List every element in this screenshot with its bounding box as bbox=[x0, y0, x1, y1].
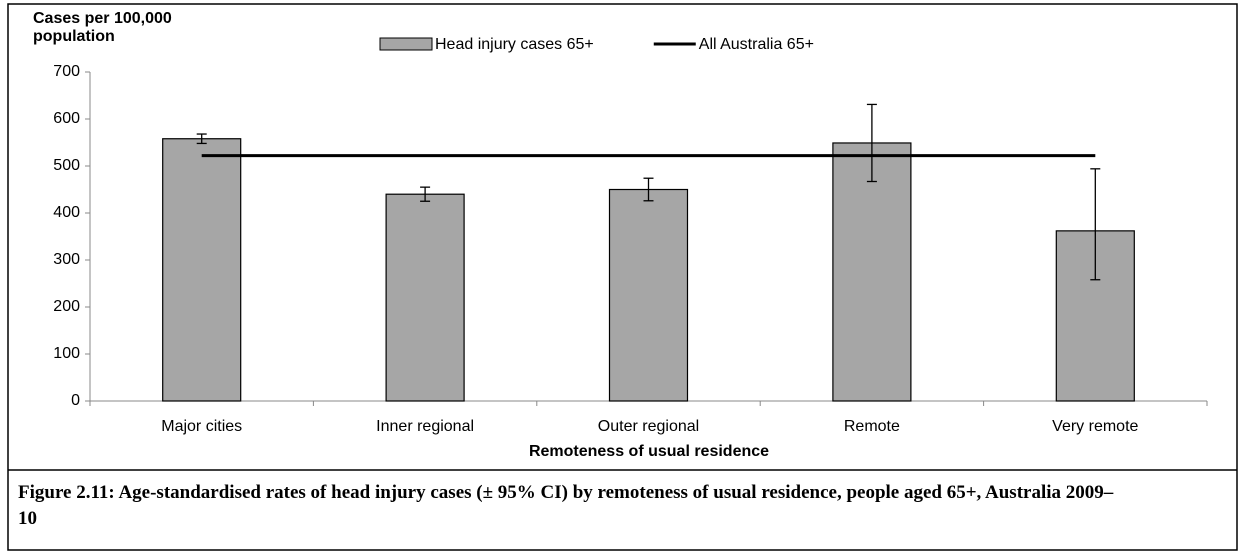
y-tick-label: 600 bbox=[53, 110, 80, 127]
caption: Figure 2.11: Age-standardised rates of h… bbox=[18, 482, 1114, 529]
bar bbox=[385, 193, 465, 402]
x-tick-label: Inner regional bbox=[376, 418, 474, 435]
frame bbox=[7, 3, 1238, 551]
y-axis-title: Cases per 100,000 population bbox=[33, 10, 172, 45]
legend-label: Head injury cases 65+ bbox=[435, 36, 594, 53]
x-tick-label: Very remote bbox=[1052, 418, 1138, 435]
bar bbox=[162, 138, 242, 402]
y-tick-label: 700 bbox=[53, 63, 80, 80]
legend-swatch bbox=[379, 37, 433, 51]
y-tick-label: 0 bbox=[71, 392, 80, 409]
y-tick-label: 200 bbox=[53, 298, 80, 315]
bar bbox=[832, 142, 912, 402]
y-tick-label: 300 bbox=[53, 251, 80, 268]
x-tick-label: Major cities bbox=[161, 418, 242, 435]
bar bbox=[608, 188, 689, 402]
y-tick-label: 500 bbox=[53, 157, 80, 174]
legend-label: All Australia 65+ bbox=[699, 36, 814, 53]
y-tick-label: 100 bbox=[53, 345, 80, 362]
x-tick-label: Outer regional bbox=[598, 418, 699, 435]
x-axis-title: Remoteness of usual residence bbox=[529, 443, 769, 460]
y-tick-label: 400 bbox=[53, 204, 80, 221]
x-tick-label: Remote bbox=[844, 418, 900, 435]
